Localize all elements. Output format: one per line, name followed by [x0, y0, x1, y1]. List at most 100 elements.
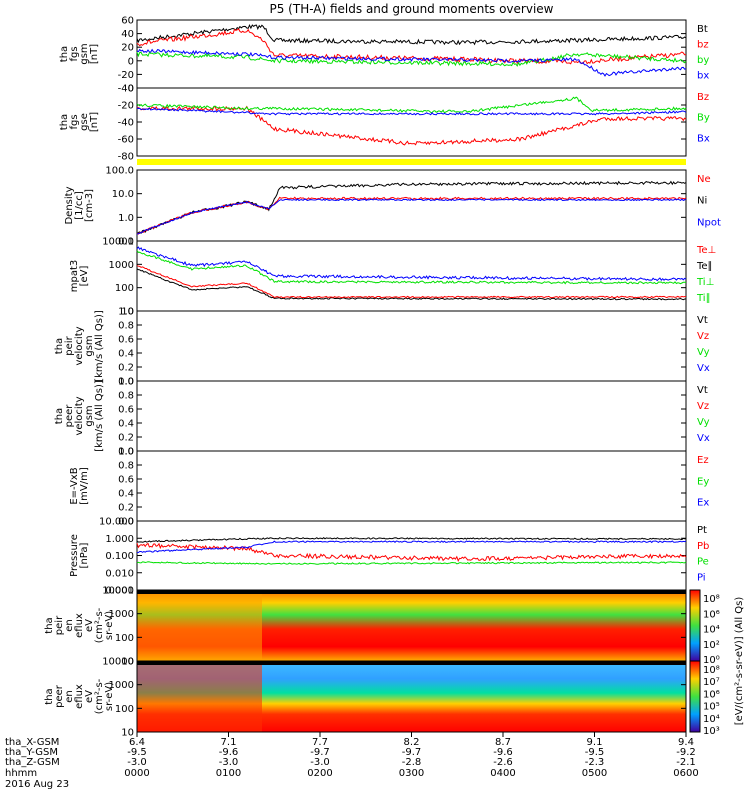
y-axis-label: gsm — [79, 43, 90, 64]
y-axis-label: sr-eV) — [104, 611, 115, 640]
panel-peer-eflux: 10000 1000 100 10 tha peer en eflux eV (cm²-s-sr-… — [44, 657, 687, 739]
x-tick-label: 0300 — [399, 768, 424, 779]
trace-Ni — [136, 180, 687, 235]
legend-Ex: Ex — [697, 498, 709, 509]
y-tick-label: 0 — [128, 56, 134, 67]
legend-Bt: Bt — [697, 24, 708, 35]
spectrogram-early — [137, 590, 262, 661]
legend-Vy: Vy — [697, 417, 710, 428]
trace-Pi — [136, 540, 687, 554]
spectrogram-early — [137, 661, 262, 732]
y-tick-label: 0.4 — [118, 489, 134, 500]
y-tick-label: -80 — [118, 152, 134, 163]
trace-bz — [136, 28, 686, 65]
legend-Pt: Pt — [697, 525, 707, 536]
legend-Pb: Pb — [697, 541, 709, 552]
y-tick-label: 1.0 — [118, 307, 134, 318]
y-tick-label: 10000 — [102, 657, 134, 668]
y-tick-label: 0.4 — [118, 419, 134, 430]
y-tick-label: 0.0 — [118, 377, 134, 388]
x-tick-label: -9.6 — [493, 747, 513, 758]
y-axis-label: [km/s (All Qs)] — [94, 310, 105, 382]
y-tick-label: 0.6 — [118, 475, 134, 486]
y-tick-label: 1000 — [109, 609, 134, 620]
y-axis-label: tha — [59, 46, 70, 62]
legend-By: By — [697, 113, 710, 124]
y-tick-label: 0.8 — [118, 321, 134, 332]
trace-Te-perp — [136, 265, 687, 299]
y-axis-label: en — [64, 619, 75, 632]
y-axis-label: tha — [54, 408, 65, 424]
trace-Pt — [136, 537, 687, 543]
y-axis-label: velocity — [74, 326, 85, 365]
trace-Bz — [136, 105, 687, 146]
x-tick-label: -9.5 — [127, 747, 147, 758]
y-axis-label: [cm-3] — [84, 189, 95, 222]
y-tick-label: 0.8 — [118, 391, 134, 402]
y-axis-label: [km/s (All Qs)] — [94, 380, 105, 452]
y-axis-label: peir — [64, 335, 75, 355]
y-tick-label: 1.0 — [118, 447, 134, 458]
x-tick-label: -3.0 — [219, 757, 239, 768]
colorbar-tick: 10⁸ — [703, 594, 720, 605]
trace-By — [136, 96, 687, 114]
legend-by: by — [697, 55, 709, 66]
panel-peer-velocity: 1.0 0.8 0.6 0.4 0.2 0.0 tha peer velocity gsm [km/… — [54, 377, 710, 458]
y-tick-label: 1000 — [109, 680, 134, 691]
trace-Ti-par — [136, 250, 687, 285]
legend-Te∥: Te∥ — [696, 261, 713, 272]
panel-frame — [136, 380, 687, 452]
y-tick-label: -40 — [118, 118, 134, 129]
colorbar-tick: 10⁰ — [703, 655, 720, 666]
x-tick-label: -2.8 — [402, 757, 422, 768]
x-tick-label: -3.0 — [310, 757, 330, 768]
y-axis-label: [nPa] — [79, 542, 90, 568]
x-tick-label: 0200 — [307, 768, 332, 779]
panel-frame — [136, 450, 687, 522]
y-tick-label: 1.000 — [105, 534, 134, 545]
y-tick-label: 100 — [115, 633, 134, 644]
y-tick-label: 0.2 — [118, 433, 134, 444]
y-axis-label: eflux — [74, 684, 85, 709]
x-tick-label: -3.0 — [127, 757, 147, 768]
y-tick-label: 1.0 — [118, 213, 134, 224]
y-axis-label: gsm — [84, 335, 95, 356]
trace-by — [136, 51, 687, 67]
colorbar-tick: 10⁵ — [703, 702, 720, 713]
y-tick-label: 0.010 — [105, 568, 134, 579]
y-tick-label: 60 — [121, 16, 134, 27]
y-tick-label: 100 — [115, 704, 134, 715]
y-tick-label: 20 — [121, 43, 134, 54]
x-tick-label: -2.6 — [493, 757, 513, 768]
x-tick-label: 9.1 — [587, 737, 603, 748]
x-row-label: tha_Z-GSM — [5, 757, 60, 768]
x-tick-label: -2.1 — [676, 757, 696, 768]
y-tick-label: 10 — [121, 307, 134, 318]
panel-fgs-gse: 0 -20 -40 -60 -80 tha fgs gse [nT] Bz By Bx — [59, 84, 710, 163]
trace-Pb — [136, 542, 687, 563]
panel-temperature: 10000 1000 100 10 mpat3 [eV] Te⊥ Te∥ Ti⊥ Ti∥ — [69, 237, 716, 318]
y-tick-label: -60 — [118, 135, 134, 146]
x-tick-label: -9.5 — [585, 747, 605, 758]
colorbar-tick: 10³ — [703, 726, 720, 737]
y-axis-label: eV — [84, 619, 95, 632]
spectrogram-top-band — [137, 661, 686, 665]
y-tick-label: 0.6 — [118, 335, 134, 346]
trace-Pe — [136, 561, 687, 565]
legend-Ne: Ne — [697, 174, 711, 185]
y-tick-label: 10.000 — [99, 517, 134, 528]
x-row-label: tha_X-GSM — [5, 737, 59, 748]
x-tick-label: -9.7 — [402, 747, 422, 758]
x-row-label: hhmm — [5, 768, 37, 779]
colorbar-tick: 10⁶ — [703, 609, 720, 620]
colorbar-tick: 10⁴ — [703, 625, 720, 636]
y-axis-label: fgs — [69, 46, 80, 61]
x-tick-label: 9.4 — [678, 737, 694, 748]
y-tick-label: 0.2 — [118, 503, 134, 514]
y-axis-label: gsm — [84, 405, 95, 426]
panel-efield: 1.0 0.8 0.6 0.4 0.2 0.0 E=-VxB [mV/m] Ez Ey Ex — [69, 447, 709, 528]
y-tick-label: 10 — [121, 657, 134, 668]
colorbar-label: [eV/(cm²-s-sr-eV)] (All Qs) — [734, 597, 745, 726]
y-tick-label: 10.0 — [112, 189, 134, 200]
